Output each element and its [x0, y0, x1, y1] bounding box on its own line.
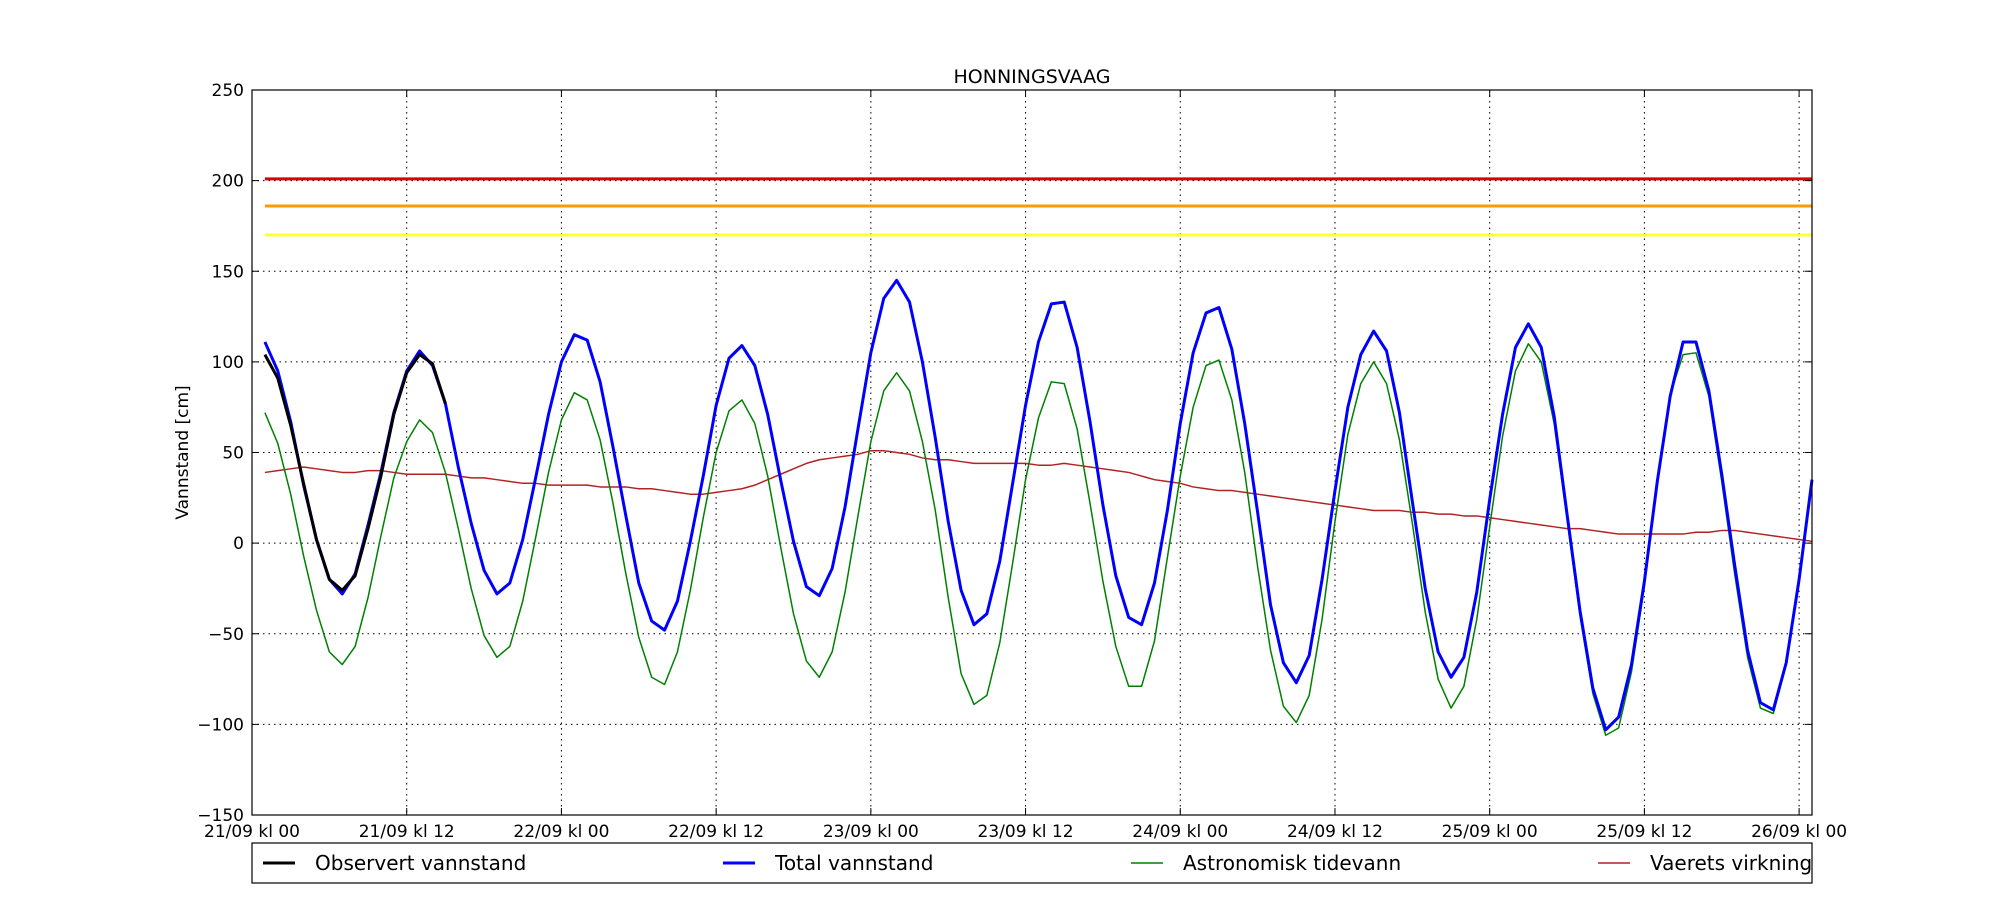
legend-label: Total vannstand	[774, 851, 933, 875]
y-axis-label: Vannstand [cm]	[173, 385, 193, 519]
x-tick-label: 23/09 kl 12	[978, 822, 1074, 842]
x-tick-label: 24/09 kl 12	[1287, 822, 1383, 842]
chart-title: HONNINGSVAAG	[954, 66, 1111, 88]
y-tick-label: −100	[197, 715, 244, 735]
legend: Observert vannstand Total vannstand Astron…	[251, 842, 1813, 884]
y-tick-label: 150	[212, 262, 244, 282]
series-line-total-vannstand	[263, 278, 1814, 732]
grid-lines	[252, 90, 1812, 815]
y-tick-label: 0	[233, 534, 244, 554]
legend-frame	[251, 842, 1813, 884]
series-line-vaerets-virkning	[264, 449, 1813, 543]
x-tick-label: 25/09 kl 12	[1596, 822, 1692, 842]
legend-label: Observert vannstand	[315, 851, 526, 875]
y-tick-label: 200	[212, 172, 244, 192]
x-tick-label: 24/09 kl 00	[1132, 822, 1228, 842]
data-series	[263, 278, 1814, 736]
x-tick-label: 26/09 kl 00	[1751, 822, 1847, 842]
y-tick-label: 100	[212, 353, 244, 373]
series-line-observert-vannstand	[263, 353, 447, 592]
x-tick-label: 22/09 kl 12	[668, 822, 764, 842]
y-tick-label: −150	[197, 806, 244, 826]
x-tick-label: 22/09 kl 00	[513, 822, 609, 842]
x-tick-label: 23/09 kl 00	[823, 822, 919, 842]
y-tick-label: 250	[212, 81, 244, 101]
x-tick-label: 21/09 kl 00	[204, 822, 300, 842]
x-axis-ticks: 21/09 kl 00 21/09 kl 12 22/09 kl 00 22/09 k…	[204, 90, 1847, 842]
legend-label: Vaerets virkning	[1650, 851, 1812, 875]
threshold-lines	[264, 177, 1812, 237]
x-tick-label: 25/09 kl 00	[1442, 822, 1538, 842]
y-tick-label: 50	[222, 444, 244, 464]
y-axis-ticks: 250 200 150 100 50 0 −50 −100 −150	[197, 81, 1812, 826]
y-tick-label: −50	[208, 625, 244, 645]
x-tick-label: 21/09 kl 12	[359, 822, 455, 842]
legend-label: Astronomisk tidevann	[1183, 851, 1401, 875]
